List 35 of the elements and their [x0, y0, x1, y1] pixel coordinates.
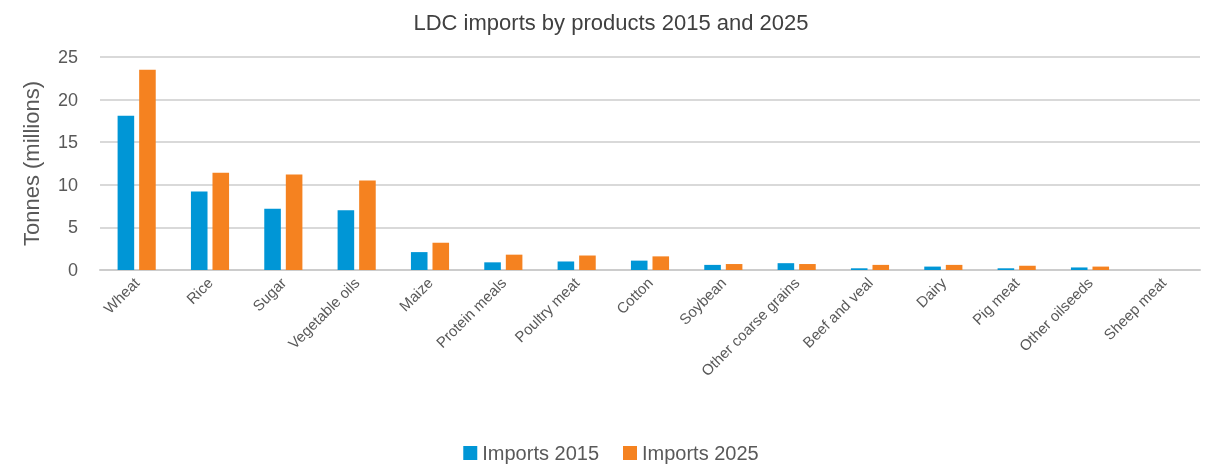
- y-tick-label: 5: [67, 217, 78, 238]
- bar: [359, 180, 376, 270]
- bar: [190, 191, 208, 270]
- y-tick-label: 20: [57, 89, 78, 110]
- y-tick-label: 10: [57, 174, 78, 195]
- y-axis-title: Tonnes (millions): [18, 80, 44, 247]
- bar: [1070, 267, 1088, 270]
- bar: [799, 264, 816, 270]
- legend-label: Imports 2025: [642, 442, 759, 464]
- bar: [1019, 265, 1036, 270]
- bar: [484, 262, 501, 270]
- legend-label: Imports 2015: [482, 442, 600, 464]
- bar: [557, 261, 575, 270]
- bar: [139, 69, 156, 270]
- chart-title: LDC imports by products 2015 and 2025: [413, 9, 809, 35]
- bar: [725, 264, 743, 270]
- y-tick-label: 0: [67, 260, 78, 280]
- bar: [579, 255, 596, 270]
- bar: [630, 260, 648, 270]
- bar: [212, 172, 230, 270]
- y-tick-label: 15: [57, 132, 78, 153]
- x-tick-label: Rice: [182, 273, 217, 308]
- bar: [432, 242, 450, 270]
- bar: [777, 263, 795, 270]
- bar: [117, 115, 135, 270]
- y-tick-label: 25: [57, 47, 78, 67]
- bar: [652, 256, 670, 270]
- bar: [410, 252, 428, 270]
- bar: [704, 264, 721, 270]
- bar: [945, 264, 963, 270]
- bar: [264, 208, 281, 270]
- bar: [872, 264, 890, 270]
- bar: [285, 174, 303, 270]
- bar: [505, 254, 523, 270]
- bar: [337, 210, 355, 270]
